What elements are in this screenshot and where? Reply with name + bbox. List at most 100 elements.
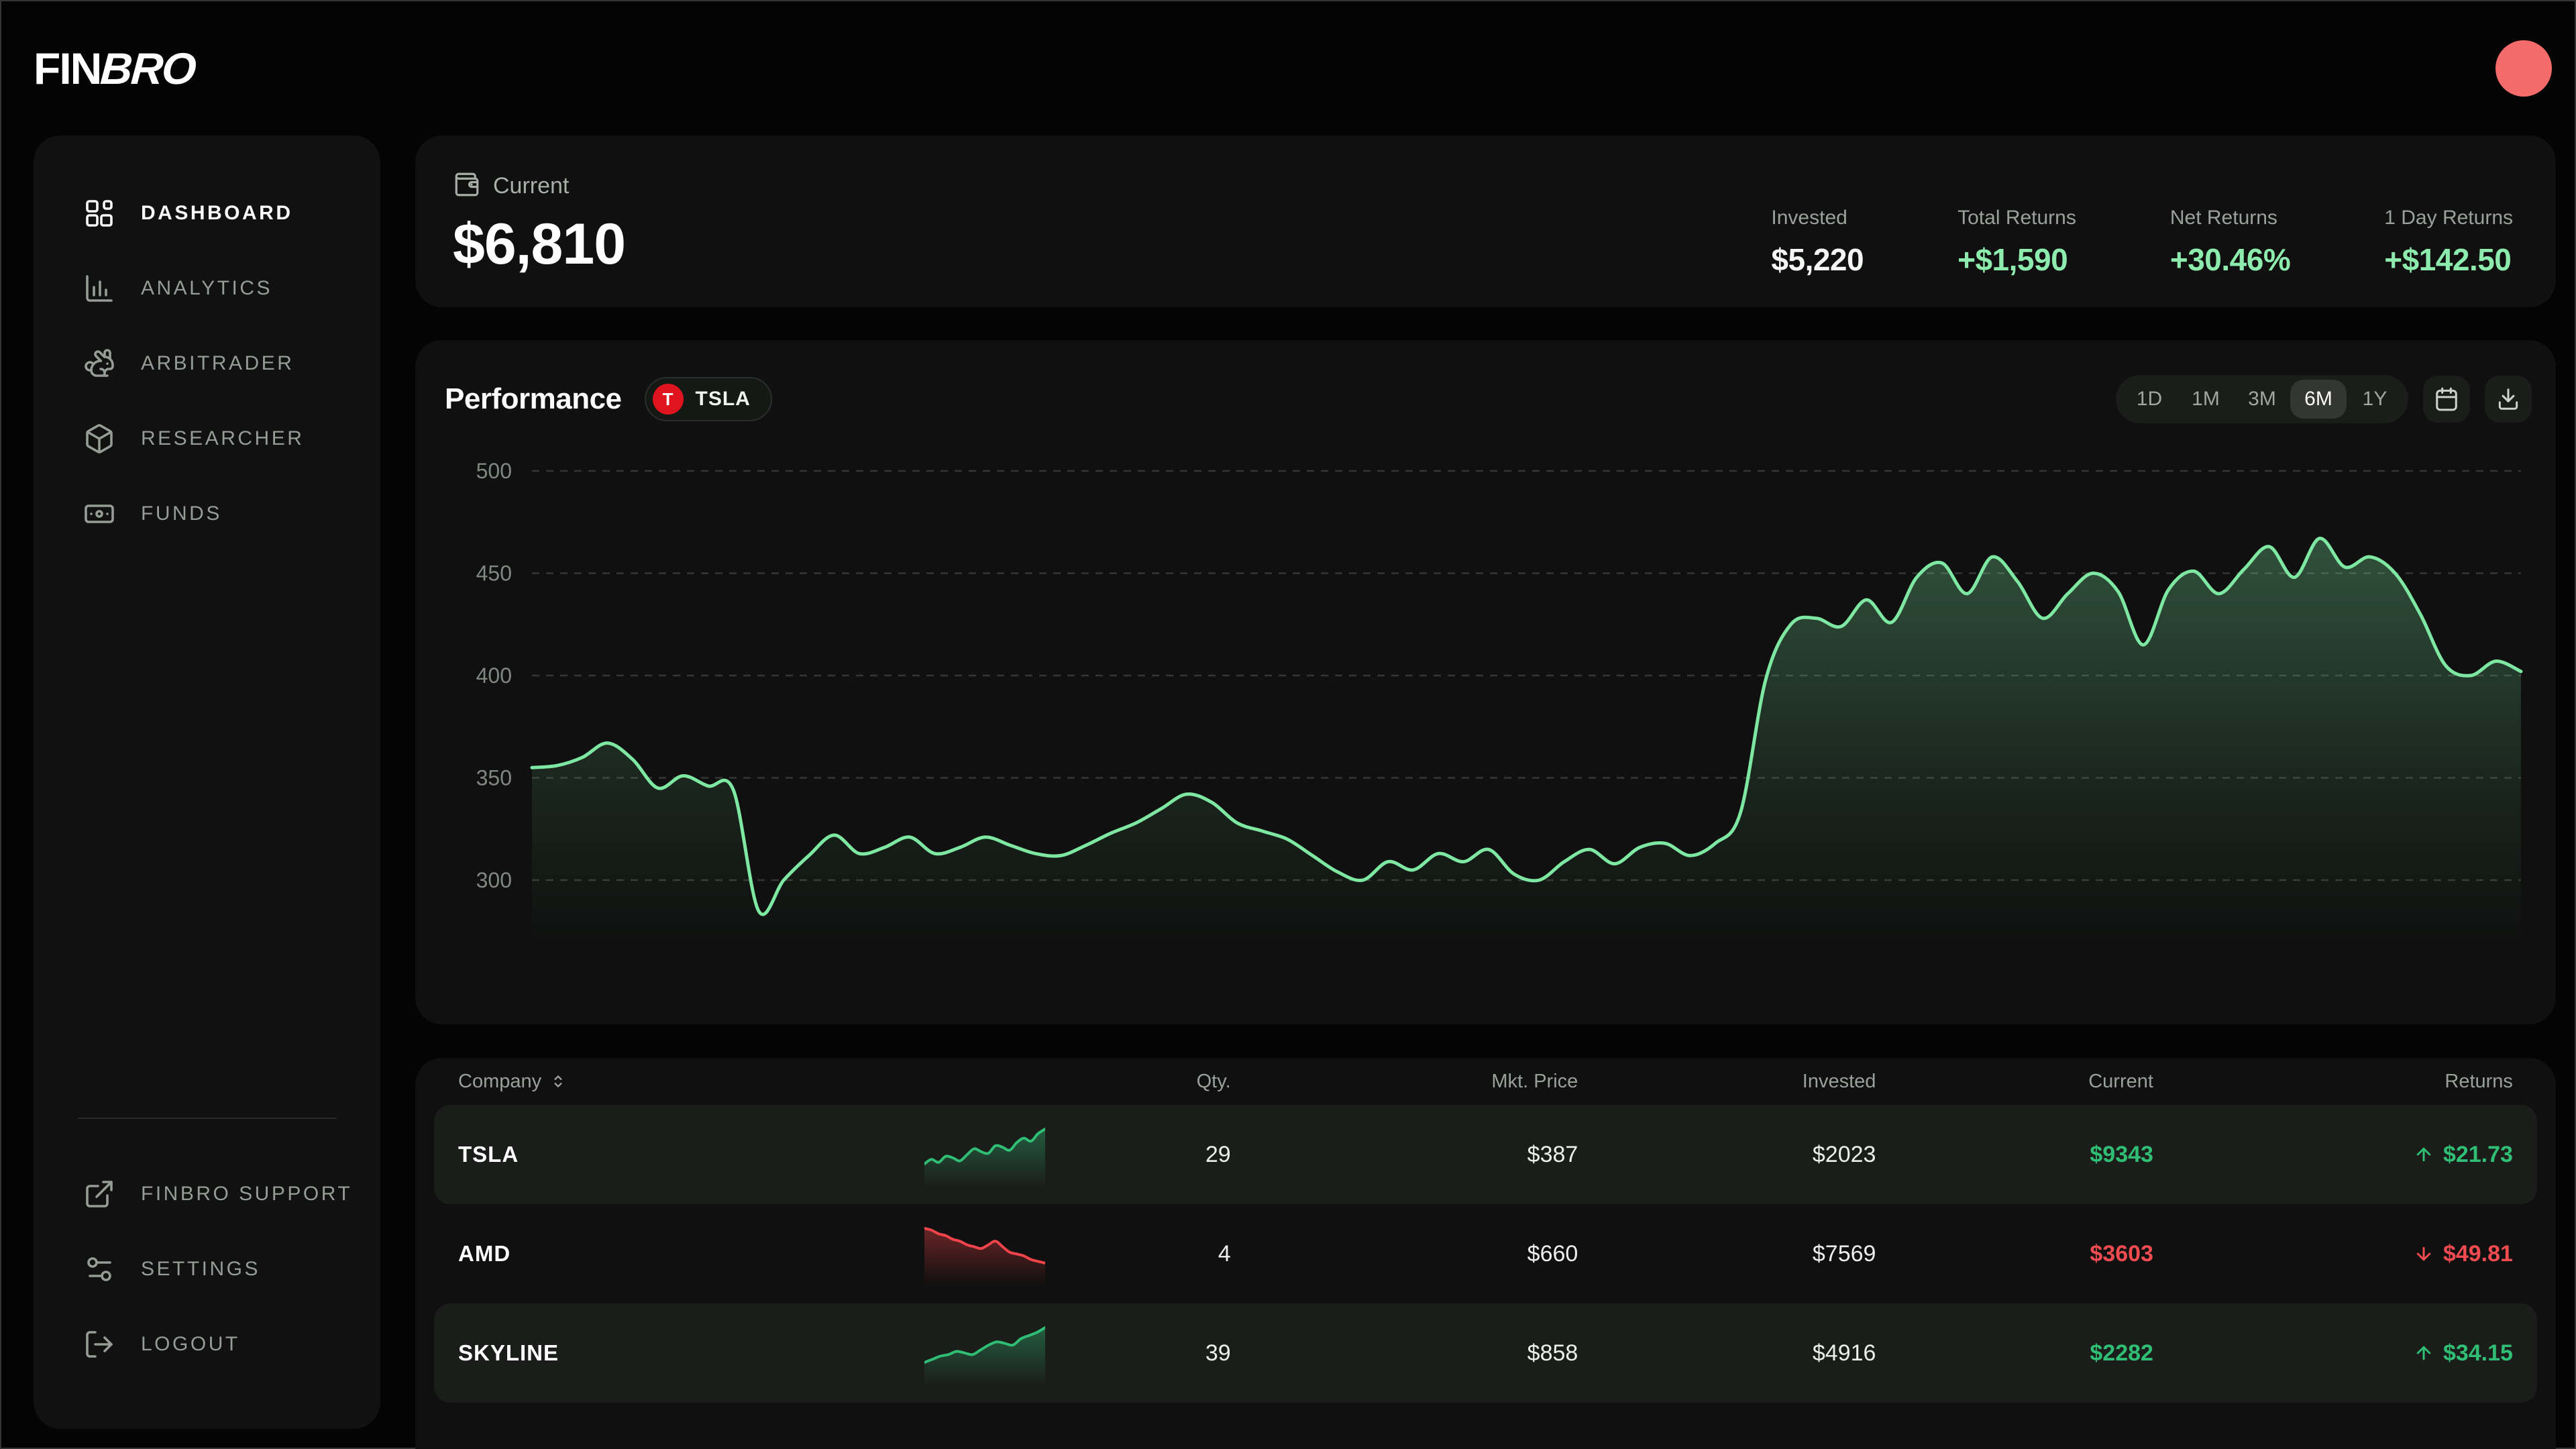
sidebar-item-label: ANALYTICS bbox=[141, 277, 272, 299]
column-header-qty-: Qty. bbox=[1044, 1071, 1231, 1093]
cell-company: SKYLINE bbox=[458, 1340, 559, 1365]
column-header-label: Invested bbox=[1802, 1070, 1876, 1092]
sidebar-nav: DASHBOARD ANALYTICS ARBITRADER RESEARCHER FU… bbox=[34, 176, 380, 551]
cell-qty: 39 bbox=[1205, 1340, 1231, 1366]
time-range-group: 1D 1M 3M 6M 1Y bbox=[2116, 375, 2408, 423]
ticker-logo-icon: T bbox=[652, 384, 684, 415]
column-header-returns: Returns bbox=[2153, 1071, 2513, 1093]
sliders-icon bbox=[83, 1253, 115, 1285]
sidebar-item-researcher[interactable]: RESEARCHER bbox=[34, 401, 380, 476]
ticker-symbol: TSLA bbox=[695, 388, 751, 410]
stat-label: Invested bbox=[1771, 207, 1847, 229]
stat-1-day-returns: 1 Day Returns +$142.50 bbox=[2384, 207, 2513, 278]
brand-logo[interactable]: FIN BRO bbox=[34, 43, 197, 94]
sparkline-up-icon bbox=[924, 1321, 1046, 1385]
download-button[interactable] bbox=[2485, 376, 2532, 423]
cell-company: AMD bbox=[458, 1241, 511, 1266]
sidebar-item-logout[interactable]: LOGOUT bbox=[34, 1307, 380, 1382]
column-header-label: Current bbox=[2088, 1070, 2153, 1092]
y-tick-label: 500 bbox=[476, 459, 512, 483]
sidebar-item-arbitrader[interactable]: ARBITRADER bbox=[34, 326, 380, 401]
sidebar-item-label: FUNDS bbox=[141, 502, 222, 525]
current-block: Current $6,810 bbox=[453, 170, 626, 307]
cell-returns: $49.81 bbox=[2153, 1241, 2513, 1267]
box-icon bbox=[83, 423, 115, 455]
column-header-label: Mkt. Price bbox=[1491, 1070, 1578, 1092]
rabbit-icon bbox=[83, 347, 115, 380]
external-link-icon bbox=[83, 1178, 115, 1210]
returns-value: $21.73 bbox=[2443, 1141, 2513, 1167]
table-body: TSLA 29 $387 $2023 $9343 $21.73 AMD 4 $660 $7569 $… bbox=[434, 1105, 2537, 1403]
sidebar-item-label: SETTINGS bbox=[141, 1258, 261, 1280]
sidebar-item-analytics[interactable]: ANALYTICS bbox=[34, 251, 380, 326]
column-header-label: Company bbox=[458, 1070, 542, 1092]
sidebar-item-funds[interactable]: FUNDS bbox=[34, 476, 380, 551]
column-header-company[interactable]: Company bbox=[458, 1071, 924, 1093]
holdings-card: Company Qty. Mkt. Price Invested Current Retu… bbox=[415, 1058, 2556, 1449]
arrow-down-icon bbox=[2414, 1244, 2434, 1264]
returns-value: $34.15 bbox=[2443, 1340, 2513, 1366]
cell-invested: $2023 bbox=[1812, 1141, 1876, 1167]
chart-line bbox=[530, 537, 2523, 916]
range-button-1d[interactable]: 1D bbox=[2121, 380, 2178, 419]
sidebar-divider bbox=[78, 1118, 336, 1119]
table-row-tsla[interactable]: TSLA 29 $387 $2023 $9343 $21.73 bbox=[434, 1105, 2537, 1204]
topbar: FIN BRO bbox=[1, 1, 2575, 136]
stat-value: $5,220 bbox=[1771, 242, 1864, 277]
brand-logo-regular: FIN bbox=[34, 44, 102, 93]
stat-net-returns: Net Returns +30.46% bbox=[2169, 207, 2291, 278]
summary-stats: Invested $5,220 Total Returns +$1,590 Net Re… bbox=[1771, 170, 2513, 307]
column-header-current: Current bbox=[1876, 1071, 2153, 1093]
cell-returns: $34.15 bbox=[2153, 1340, 2513, 1366]
column-header-label: Returns bbox=[2445, 1070, 2513, 1092]
stat-total-returns: Total Returns +$1,590 bbox=[1957, 207, 2076, 278]
ticker-badge[interactable]: T TSLA bbox=[644, 377, 772, 421]
cell-current: $2282 bbox=[2090, 1340, 2153, 1366]
sidebar-item-label: RESEARCHER bbox=[141, 427, 305, 449]
table-row-skyline[interactable]: SKYLINE 39 $858 $4916 $2282 $34.15 bbox=[434, 1303, 2537, 1403]
range-button-3m[interactable]: 3M bbox=[2234, 380, 2290, 419]
avatar[interactable] bbox=[2496, 40, 2552, 97]
sidebar-item-label: LOGOUT bbox=[141, 1333, 240, 1355]
cell-mkt-price: $660 bbox=[1527, 1240, 1578, 1267]
range-button-6m[interactable]: 6M bbox=[2290, 380, 2347, 419]
sparkline-down-icon bbox=[924, 1222, 1046, 1286]
calendar-button[interactable] bbox=[2423, 376, 2470, 423]
cell-company: TSLA bbox=[458, 1142, 519, 1167]
summary-card: Current $6,810 Invested $5,220 Total Retur… bbox=[415, 136, 2556, 307]
arrow-up-icon bbox=[2414, 1343, 2434, 1363]
y-tick-label: 350 bbox=[476, 766, 512, 790]
current-label-row: Current bbox=[453, 170, 625, 202]
stat-invested: Invested $5,220 bbox=[1771, 207, 1864, 278]
chart-area-fill bbox=[532, 538, 2521, 944]
cell-invested: $7569 bbox=[1812, 1240, 1876, 1267]
stat-value: +$1,590 bbox=[1957, 242, 2068, 277]
sidebar-spacer bbox=[34, 551, 380, 1118]
cell-qty: 4 bbox=[1218, 1240, 1231, 1267]
performance-title: Performance bbox=[445, 382, 622, 415]
sidebar-item-finbro-support[interactable]: FINBRO SUPPORT bbox=[34, 1157, 380, 1232]
wallet-icon bbox=[453, 170, 481, 202]
table-row-amd[interactable]: AMD 4 $660 $7569 $3603 $49.81 bbox=[434, 1204, 2537, 1303]
brand-logo-italic: BRO bbox=[99, 44, 197, 93]
sidebar-item-settings[interactable]: SETTINGS bbox=[34, 1232, 380, 1307]
returns-value: $49.81 bbox=[2443, 1240, 2513, 1267]
sparkline-up-icon bbox=[924, 1122, 1046, 1187]
y-tick-label: 450 bbox=[476, 561, 512, 586]
range-button-1m[interactable]: 1M bbox=[2178, 380, 2234, 419]
stat-label: Net Returns bbox=[2169, 207, 2277, 229]
cell-sparkline bbox=[924, 1122, 1046, 1187]
y-tick-label: 300 bbox=[476, 868, 512, 892]
column-header-mkt-price: Mkt. Price bbox=[1231, 1071, 1578, 1093]
cell-mkt-price: $387 bbox=[1527, 1141, 1578, 1167]
sidebar-item-label: ARBITRADER bbox=[141, 352, 294, 374]
column-header-label: Qty. bbox=[1196, 1070, 1231, 1092]
logout-icon bbox=[83, 1328, 115, 1360]
sidebar-item-dashboard[interactable]: DASHBOARD bbox=[34, 176, 380, 251]
sidebar: DASHBOARD ANALYTICS ARBITRADER RESEARCHER FU… bbox=[34, 136, 380, 1429]
cell-qty: 29 bbox=[1205, 1141, 1231, 1167]
range-button-1y[interactable]: 1Y bbox=[2347, 380, 2403, 419]
banknote-icon bbox=[83, 498, 115, 530]
y-tick-label: 400 bbox=[476, 663, 512, 688]
